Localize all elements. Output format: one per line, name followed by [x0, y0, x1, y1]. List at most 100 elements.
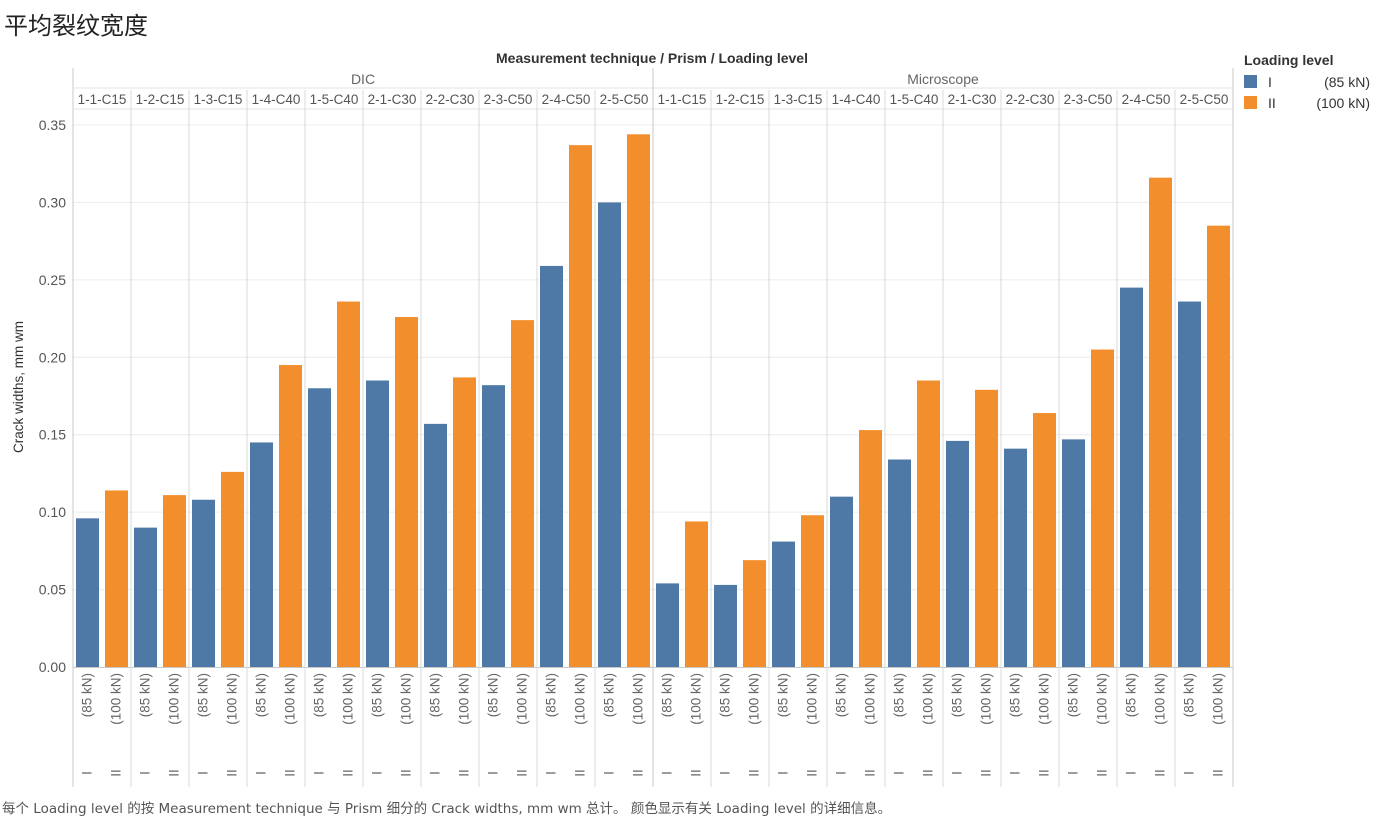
bar: [424, 423, 447, 667]
prism-header: 2-4-C50: [1122, 92, 1171, 107]
x-level-sublabel: (100 kN): [515, 673, 530, 725]
x-level-sublabel: (100 kN): [631, 673, 646, 725]
x-level-sublabel: (100 kN): [689, 673, 704, 725]
prism-header: 2-1-C30: [368, 92, 417, 107]
bar: [395, 317, 418, 667]
x-level-sublabel: (85 kN): [1066, 673, 1081, 717]
x-level-sublabel: (85 kN): [1182, 673, 1197, 717]
x-level-sublabel: (85 kN): [602, 673, 617, 717]
x-level-label: II: [515, 769, 530, 777]
bar: [714, 584, 737, 667]
y-tick-label: 0.10: [39, 504, 66, 520]
x-level-sublabel: (85 kN): [138, 673, 153, 717]
bar: [743, 560, 766, 667]
footer-note: 每个 Loading level 的按 Measurement techniqu…: [2, 801, 892, 817]
x-level-label: I: [718, 771, 733, 775]
x-level-label: II: [109, 769, 124, 777]
bar: [627, 134, 650, 667]
x-level-label: II: [573, 769, 588, 777]
y-tick-label: 0.05: [39, 582, 66, 598]
x-level-label: I: [660, 771, 675, 775]
legend-swatch-level-2: [1244, 96, 1257, 109]
x-level-label: I: [1124, 771, 1139, 775]
x-level-label: II: [689, 769, 704, 777]
y-tick-label: 0.00: [39, 659, 66, 675]
legend-item-level-2[interactable]: II (100 kN): [1244, 92, 1374, 113]
x-level-sublabel: (85 kN): [834, 673, 849, 717]
legend-label: II: [1268, 94, 1276, 111]
bar: [975, 389, 998, 667]
bar: [1004, 448, 1027, 667]
x-level-label: II: [399, 769, 414, 777]
legend: Loading level I (85 kN) II (100 kN): [1244, 52, 1374, 113]
x-level-label: II: [1037, 769, 1052, 777]
x-level-sublabel: (85 kN): [1008, 673, 1023, 717]
x-level-label: II: [225, 769, 240, 777]
bar: [859, 430, 882, 667]
x-level-label: II: [631, 769, 646, 777]
x-level-sublabel: (85 kN): [254, 673, 269, 717]
bar: [540, 265, 563, 667]
bar: [221, 471, 244, 667]
x-level-sublabel: (100 kN): [747, 673, 762, 725]
legend-item-level-1[interactable]: I (85 kN): [1244, 71, 1374, 92]
x-level-label: II: [457, 769, 472, 777]
prism-header: 1-1-C15: [78, 92, 127, 107]
y-ticks: 0.00 0.05 0.10 0.15 0.20 0.25 0.30 0.35: [39, 117, 66, 675]
y-tick-label: 0.15: [39, 427, 66, 443]
prism-header: 2-4-C50: [542, 92, 591, 107]
bar: [946, 440, 969, 667]
x-level-label: II: [805, 769, 820, 777]
bar: [772, 541, 795, 667]
x-level-label: I: [80, 771, 95, 775]
x-level-sublabel: (85 kN): [370, 673, 385, 717]
x-level-sublabel: (100 kN): [1095, 673, 1110, 725]
x-level-sublabel: (100 kN): [921, 673, 936, 725]
bar: [1033, 413, 1056, 667]
x-level-label: I: [602, 771, 617, 775]
legend-label: I: [1268, 73, 1272, 90]
prism-header: 1-2-C15: [136, 92, 185, 107]
x-level-sublabel: (85 kN): [892, 673, 907, 717]
bars: [76, 134, 1230, 668]
x-level-sublabel: (100 kN): [1153, 673, 1168, 725]
x-level-label: I: [196, 771, 211, 775]
x-level-label: II: [1095, 769, 1110, 777]
x-level-sublabel: (100 kN): [225, 673, 240, 725]
x-level-sublabel: (85 kN): [1124, 673, 1139, 717]
x-level-label: II: [167, 769, 182, 777]
column-dividers: [72, 68, 1234, 787]
bar: [656, 583, 679, 667]
bar: [598, 202, 621, 667]
prism-header: 2-3-C50: [1064, 92, 1113, 107]
bar: [366, 380, 389, 667]
x-level-sublabel: (85 kN): [718, 673, 733, 717]
technique-header: Microscope: [907, 71, 979, 87]
x-level-label: I: [544, 771, 559, 775]
prism-header: 1-3-C15: [774, 92, 823, 107]
prism-header: 2-5-C50: [600, 92, 649, 107]
x-level-label: II: [283, 769, 298, 777]
x-level-sublabel: (85 kN): [660, 673, 675, 717]
x-level-sublabel: (85 kN): [950, 673, 965, 717]
bar: [685, 521, 708, 667]
bar: [76, 518, 99, 667]
x-level-sublabel: (85 kN): [80, 673, 95, 717]
x-level-sublabel: (85 kN): [486, 673, 501, 717]
bar: [482, 385, 505, 667]
bar: [453, 377, 476, 667]
x-level-label: II: [1153, 769, 1168, 777]
x-level-sublabel: (100 kN): [979, 673, 994, 725]
x-level-sublabel: (100 kN): [1037, 673, 1052, 725]
bar: [1207, 225, 1230, 667]
bar: [1149, 177, 1172, 667]
bar: [830, 496, 853, 667]
prism-header: 1-2-C15: [716, 92, 765, 107]
x-level-label: I: [892, 771, 907, 775]
x-level-sublabel: (100 kN): [457, 673, 472, 725]
prism-header: 2-2-C30: [426, 92, 475, 107]
bar: [1091, 349, 1114, 667]
y-tick-label: 0.30: [39, 194, 66, 210]
bar: [511, 320, 534, 667]
x-level-label: I: [776, 771, 791, 775]
